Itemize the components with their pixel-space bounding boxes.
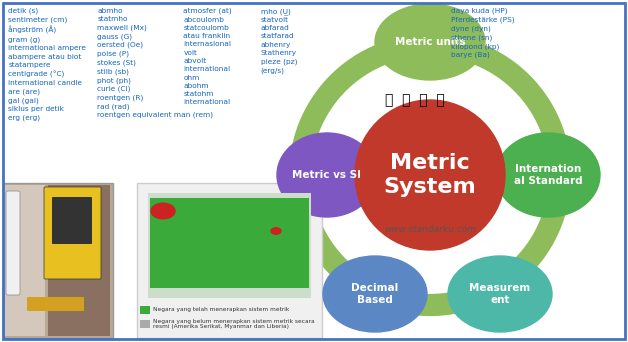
FancyBboxPatch shape (140, 320, 150, 328)
Ellipse shape (151, 203, 175, 219)
FancyBboxPatch shape (5, 185, 45, 336)
Text: atmosfer (at)
abcoulomb
statcoulomb
atau franklin
internasional
volt
abvolt
inte: atmosfer (at) abcoulomb statcoulomb atau… (183, 8, 232, 105)
FancyBboxPatch shape (44, 187, 101, 279)
Text: Negara yang belum menerapkan sistem metrik secara
resmi (Amerika Serikat, Myanma: Negara yang belum menerapkan sistem metr… (153, 319, 315, 329)
FancyBboxPatch shape (198, 201, 258, 256)
FancyBboxPatch shape (153, 203, 183, 248)
FancyBboxPatch shape (263, 205, 303, 255)
Ellipse shape (277, 133, 377, 217)
FancyBboxPatch shape (137, 183, 322, 338)
Ellipse shape (323, 256, 427, 332)
Text: Metric units: Metric units (394, 37, 465, 47)
FancyBboxPatch shape (140, 306, 150, 314)
Text: Negara yang telah menerapkan sistem metrik: Negara yang telah menerapkan sistem metr… (153, 307, 290, 313)
Text: daya kuda (HP)
Pferdestärke (PS)
dyne (dyn)
sthene (sn)
kilopond (kp)
barye (Ba): daya kuda (HP) Pferdestärke (PS) dyne (d… (451, 8, 514, 58)
Text: Internation
al Standard: Internation al Standard (514, 164, 582, 186)
Ellipse shape (496, 133, 600, 217)
FancyBboxPatch shape (150, 198, 309, 288)
Text: Metric
System: Metric System (384, 154, 477, 197)
FancyBboxPatch shape (150, 198, 309, 288)
Ellipse shape (448, 256, 552, 332)
Ellipse shape (355, 100, 505, 250)
Text: Metric vs SI: Metric vs SI (293, 170, 362, 180)
FancyBboxPatch shape (3, 183, 113, 338)
Text: Measurem
ent: Measurem ent (469, 283, 531, 305)
FancyBboxPatch shape (27, 297, 84, 311)
FancyBboxPatch shape (52, 197, 92, 244)
FancyBboxPatch shape (48, 185, 110, 336)
FancyBboxPatch shape (148, 193, 311, 298)
FancyBboxPatch shape (6, 191, 20, 295)
Text: detik (s)
sentimeter (cm)
ångström (Å)
gram (g)
international ampere
abampere at: detik (s) sentimeter (cm) ångström (Å) g… (8, 8, 86, 120)
Text: abmho
statmho
maxwell (Mx)
gauss (G)
oersted (Oe)
poise (P)
stokes (St)
stilb (s: abmho statmho maxwell (Mx) gauss (G) oer… (97, 8, 214, 118)
Text: 🏭  🏢  🏭  🏢: 🏭 🏢 🏭 🏢 (385, 93, 445, 107)
Ellipse shape (271, 228, 281, 234)
Text: mho (U̲)
statvolt
abfarad
statfarad
abhenry
Stathenry
pieze (pz)
(erg/s): mho (U̲) statvolt abfarad statfarad abhe… (261, 8, 297, 74)
Text: Decimal
Based: Decimal Based (352, 283, 399, 305)
Ellipse shape (375, 4, 485, 80)
Text: www.standarku.com: www.standarku.com (384, 225, 476, 235)
